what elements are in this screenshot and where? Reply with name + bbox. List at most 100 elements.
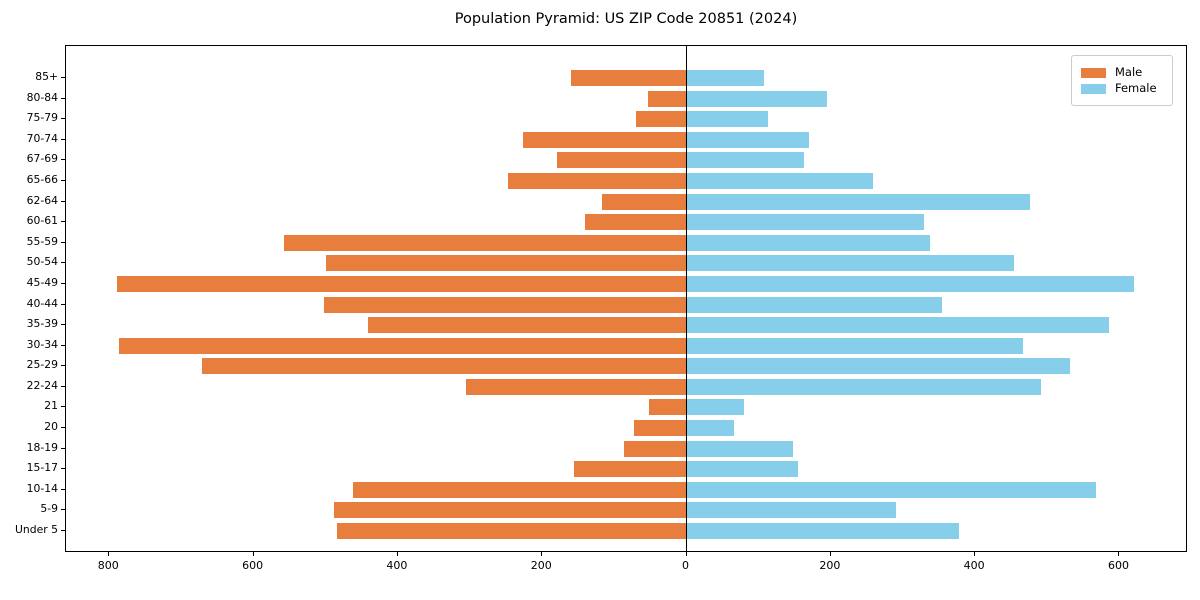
x-tick-mark [685, 552, 687, 556]
bar-female-67-69 [686, 152, 805, 169]
bar-male-40-44 [323, 296, 687, 313]
y-tick-label-67-69: 67-69 [26, 152, 58, 166]
bar-female-under-5 [686, 523, 959, 539]
y-tick-mark [61, 530, 65, 531]
bar-male-25-29 [201, 358, 687, 375]
y-tick-label-75-79: 75-79 [26, 111, 58, 125]
bar-female-75-79 [686, 111, 769, 128]
y-tick-mark [61, 509, 65, 511]
y-tick-mark [61, 344, 65, 346]
legend: Male Female [1071, 55, 1173, 106]
y-tick-label-30-34: 30-34 [26, 337, 58, 351]
y-tick-label-45-49: 45-49 [26, 275, 58, 289]
y-tick-label-20: 20 [44, 420, 58, 434]
chart-title: Population Pyramid: US ZIP Code 20851 (2… [454, 11, 798, 27]
y-tick-label-25-29: 25-29 [26, 358, 58, 372]
x-tick-mark [108, 552, 110, 556]
bar-male-22-24 [465, 378, 687, 395]
bar-female-50-54 [686, 255, 1015, 272]
x-tick-mark [974, 552, 976, 556]
bar-male-62-64 [602, 193, 687, 210]
bar-female-60-61 [686, 214, 924, 231]
bar-female-21 [686, 399, 745, 416]
y-tick-label-18-19: 18-19 [26, 440, 58, 454]
y-tick-mark [61, 303, 65, 305]
y-tick-mark [61, 468, 65, 470]
x-tick-label-600: 600 [242, 559, 264, 572]
bar-female-55-59 [686, 234, 930, 251]
bar-female-62-64 [686, 193, 1030, 210]
y-tick-mark [61, 77, 65, 78]
bar-male-21 [649, 399, 687, 416]
y-tick-label-62-64: 62-64 [26, 193, 58, 207]
x-tick-label-200: 200 [530, 559, 552, 572]
x-tick-label-200: 200 [819, 559, 841, 572]
y-tick-label-under-5: Under 5 [15, 523, 58, 536]
plot-area: Male Female [65, 45, 1187, 552]
x-tick-mark [541, 552, 543, 556]
legend-swatch-female [1081, 83, 1106, 94]
bar-female-20 [686, 420, 735, 437]
legend-label-male: Male [1115, 65, 1143, 79]
y-tick-mark [61, 282, 65, 284]
bar-female-25-29 [686, 358, 1071, 375]
y-tick-mark [61, 447, 65, 449]
x-tick-label-0: 0 [682, 559, 690, 572]
y-tick-mark [61, 97, 65, 99]
y-tick-label-5-9: 5-9 [40, 502, 58, 516]
bar-female-80-84 [686, 90, 828, 107]
y-tick-mark [61, 241, 65, 243]
bar-male-70-74 [522, 131, 687, 148]
bar-male-35-39 [368, 317, 687, 334]
legend-label-female: Female [1115, 81, 1157, 95]
x-tick-mark [252, 552, 254, 556]
y-tick-label-35-39: 35-39 [26, 317, 58, 331]
x-tick-label-600: 600 [1107, 559, 1129, 572]
bar-female-70-74 [686, 131, 810, 148]
bar-female-22-24 [686, 378, 1041, 395]
y-tick-mark [61, 488, 65, 490]
y-tick-mark [61, 179, 65, 181]
y-tick-label-22-24: 22-24 [26, 378, 58, 392]
bar-male-5-9 [334, 502, 687, 519]
bar-female-15-17 [686, 461, 799, 478]
legend-item-male: Male [1081, 66, 1163, 79]
y-tick-label-85+: 85+ [35, 70, 58, 83]
bar-female-10-14 [686, 481, 1097, 498]
y-tick-label-65-66: 65-66 [26, 172, 58, 186]
bar-female-30-34 [686, 337, 1023, 354]
bar-male-45-49 [117, 275, 687, 292]
y-tick-mark [61, 138, 65, 140]
y-tick-mark [61, 200, 65, 202]
bar-female-85+ [686, 70, 765, 86]
bar-female-5-9 [686, 502, 896, 519]
y-tick-mark [61, 427, 65, 429]
bar-male-18-19 [624, 440, 687, 457]
y-tick-label-55-59: 55-59 [26, 234, 58, 248]
y-tick-mark [61, 324, 65, 326]
bar-male-65-66 [508, 172, 687, 189]
legend-item-female: Female [1081, 82, 1163, 95]
y-tick-mark [61, 159, 65, 161]
bar-male-50-54 [325, 255, 687, 272]
bar-male-15-17 [573, 461, 687, 478]
bar-male-30-34 [118, 337, 687, 354]
bar-male-80-84 [647, 90, 687, 107]
y-tick-mark [61, 118, 65, 120]
y-tick-mark [61, 365, 65, 367]
y-tick-label-21: 21 [44, 399, 58, 413]
bar-male-20 [633, 420, 687, 437]
y-tick-label-60-61: 60-61 [26, 214, 58, 228]
y-tick-mark [61, 406, 65, 408]
bar-male-75-79 [636, 111, 687, 128]
y-tick-mark [61, 385, 65, 387]
x-tick-mark [829, 552, 831, 556]
bar-female-40-44 [686, 296, 942, 313]
bar-male-under-5 [336, 523, 687, 539]
y-tick-label-70-74: 70-74 [26, 131, 58, 145]
x-tick-mark [1118, 552, 1120, 556]
bar-male-85+ [571, 70, 687, 86]
y-tick-label-40-44: 40-44 [26, 296, 58, 310]
bar-male-10-14 [353, 481, 687, 498]
bar-female-65-66 [686, 172, 873, 189]
